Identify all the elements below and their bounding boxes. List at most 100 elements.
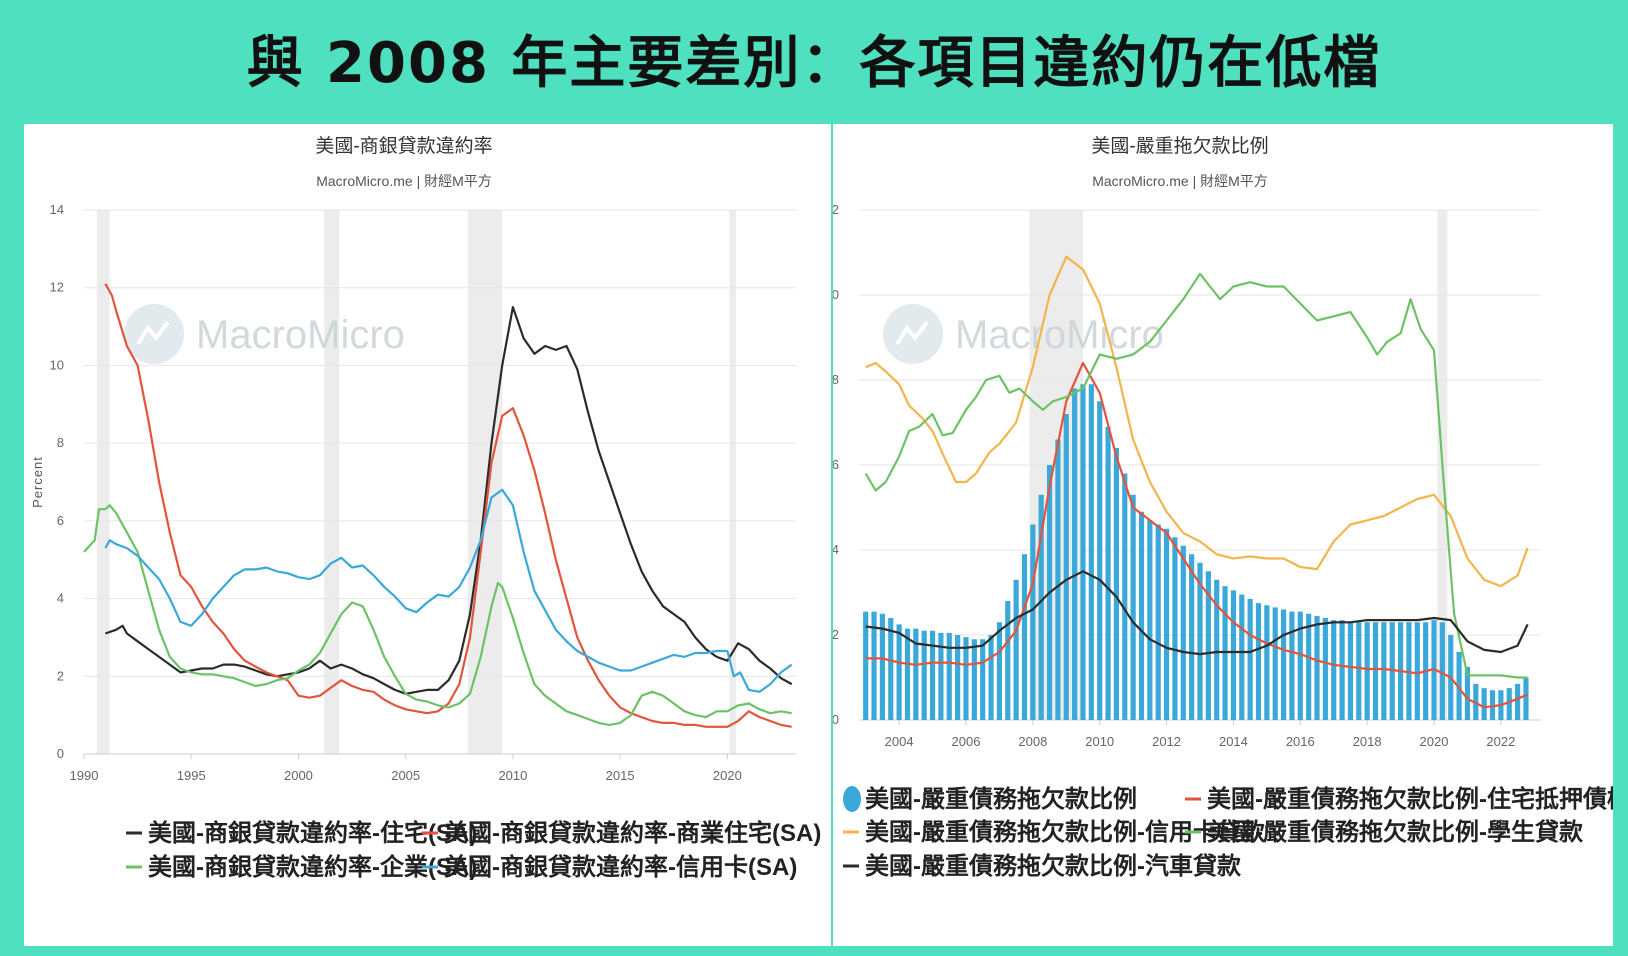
y-tick-label: 8 [57,435,64,450]
x-tick-label: 2020 [713,768,742,783]
bar [1322,618,1328,720]
bar [1197,562,1203,720]
y-tick-label: 2 [833,627,839,642]
chart-title: 美國-商銀貸款違約率 [315,135,492,157]
bar [1105,426,1111,720]
bar [1147,520,1153,720]
bar [896,624,902,720]
series-line [865,255,1529,588]
bar [971,639,977,720]
bar [1180,545,1186,720]
x-tick-label: 2010 [498,768,527,783]
recession-band [467,210,503,754]
watermark-text: MacroMicro [955,313,1164,357]
bar [1172,537,1178,720]
bar [980,639,986,720]
legend-swatch-circle [843,786,861,812]
bar [1122,473,1128,720]
y-tick-label: 0 [833,712,839,727]
x-tick-label: 2020 [1420,734,1449,749]
bar [1230,590,1237,720]
bar [1515,683,1521,720]
bar [1314,615,1320,720]
x-tick-label: 1995 [177,768,206,783]
bar [888,618,894,720]
y-tick-label: 4 [57,591,64,606]
bar [879,613,885,720]
x-tick-label: 2012 [1152,734,1181,749]
watermark-text: MacroMicro [196,313,405,357]
page-title: 與 2008 年主要差別：各項目違約仍在低檔 [246,31,1382,96]
legend-label: 美國-嚴重債務拖欠款比例 [865,785,1137,813]
bar [996,622,1003,720]
bar [1013,579,1019,720]
x-tick-label: 2015 [606,768,635,783]
watermark: MacroMicro [124,304,405,364]
series-line [83,504,792,727]
series-line [864,272,1528,679]
bar [1306,613,1312,720]
x-tick-label: 2016 [1286,734,1315,749]
legend-item: 美國-商銀貸款違約率-商業住宅(SA) [422,819,821,847]
x-tick-label: 2004 [885,734,914,749]
x-tick-label: 2000 [284,768,313,783]
bar [1030,524,1036,720]
x-tick-label: 2005 [391,768,420,783]
y-tick-label: 8 [833,372,839,387]
bar [1464,666,1471,720]
series-line [865,570,1529,656]
x-tick-label: 2022 [1486,734,1515,749]
bar [1272,607,1278,720]
recession-band [96,210,110,754]
bar [1364,622,1370,720]
bar [963,637,969,720]
series-line [104,488,793,693]
bar [955,635,961,720]
bar [1088,384,1094,720]
watermark-logo-mark [136,320,170,346]
bar [1439,622,1445,720]
right-chart-svg: 美國-嚴重拖欠款比例 MacroMicro.me | 財經M平方 0 2 4 6 8 10 12… [812,135,1628,880]
bar [1381,622,1387,720]
y-tick-label: 6 [833,457,839,472]
bar [1189,554,1195,720]
bar [1038,494,1044,720]
x-tick-label: 2010 [1085,734,1114,749]
bar [1456,652,1462,720]
legend-item: 美國-商銀貸款違約率-信用卡(SA) [422,853,797,881]
recession-band [324,210,340,754]
bar [1072,388,1078,720]
y-tick-label: 10 [50,357,64,372]
x-tick-label: 2006 [952,734,981,749]
bar [1297,611,1303,720]
legend-label: 美國-商銀貸款違約率-信用卡(SA) [444,853,797,881]
legend-item: 美國-嚴重債務拖欠款比例-住宅抵押債權貸款 [1185,785,1628,813]
bar [871,611,877,720]
bar [1080,384,1086,720]
bar [1356,622,1362,720]
bar [1205,571,1211,720]
legend-item: 美國-嚴重債務拖欠款比例-汽車貸款 [843,852,1242,880]
y-tick-label: 6 [57,513,64,528]
chart-subtitle: MacroMicro.me | 財經M平方 [1092,173,1268,189]
bar [1005,601,1011,720]
bar [1331,620,1337,720]
right-chart-panel: 美國-嚴重拖欠款比例 MacroMicro.me | 財經M平方 0 2 4 6 8 10 12… [812,124,1628,946]
bar [1138,511,1145,720]
watermark: MacroMicro [883,304,1164,364]
bar [1214,579,1220,720]
bar [1063,414,1069,720]
y-tick-label: 4 [833,542,839,557]
bar [1097,401,1103,720]
y-tick-label: 2 [57,668,64,683]
x-tick-label: 1990 [70,768,99,783]
bar [1130,494,1136,720]
bar [1155,524,1161,720]
legend-label: 美國-嚴重債務拖欠款比例-學生貸款 [1207,818,1584,846]
x-tick-label: 2018 [1353,734,1382,749]
legend-item: 美國-嚴重債務拖欠款比例-信用卡貸款 [843,818,1266,846]
bar [938,632,944,720]
y-axis-label: Percent [30,456,45,508]
legend-label: 美國-嚴重債務拖欠款比例-住宅抵押債權貸款 [1207,785,1613,813]
series-line [105,306,793,695]
